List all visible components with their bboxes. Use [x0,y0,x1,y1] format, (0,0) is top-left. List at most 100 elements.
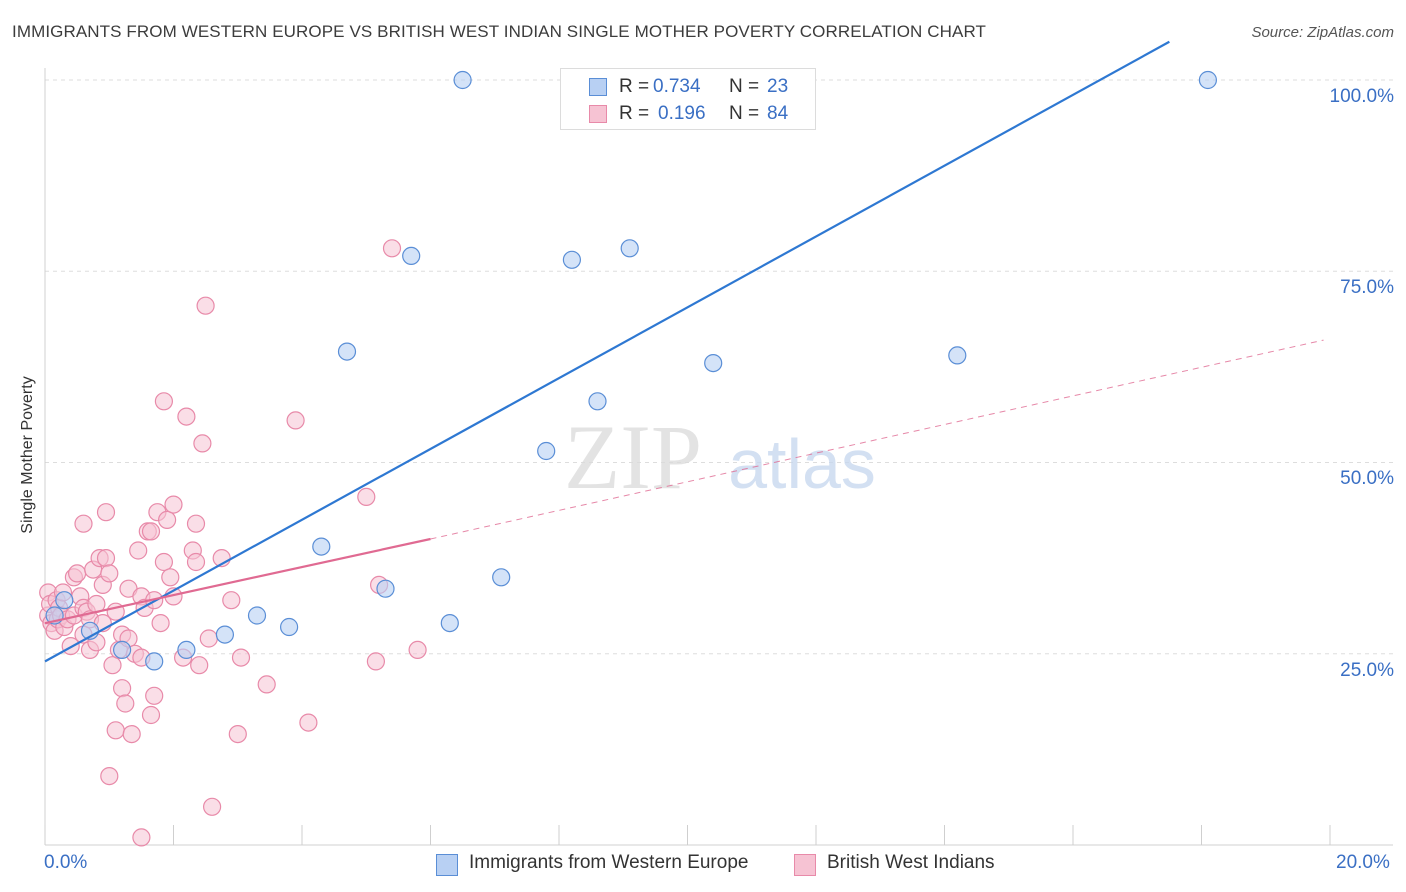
y-tick-label-25: 25.0% [1340,660,1394,681]
stats-legend: R = 0.734 N = 23 R = 0.196 N = 84 [560,68,816,130]
pink-point [158,510,177,530]
pink-point [286,411,305,430]
blue-point [312,537,331,556]
pink-point [382,239,402,258]
blue-point [948,346,967,365]
pink-point [106,721,125,740]
legend-n-label: N = [729,103,760,124]
blue-point [588,392,607,411]
y-tick-label-50: 50.0% [1340,468,1394,489]
blue-point [177,640,196,660]
bottom-legend-pink: British West Indians [794,852,1024,876]
pink-point [186,552,206,572]
pink-point [231,648,251,667]
legend-r-label: R = [619,76,650,97]
bottom-legend-swatch-pink [794,854,816,876]
blue-point [1198,70,1218,90]
pink-point [408,640,427,660]
blue-point [402,246,421,265]
pink-point [112,679,132,698]
pink-point [154,392,173,411]
pink-series [39,239,427,847]
blue-point [215,625,234,644]
watermark-atlas: atlas [728,425,876,503]
pink-point [141,522,161,541]
legend-row-pink: R = 0.196 N = 84 [561,101,817,127]
pink-point [116,694,135,713]
legend-swatch-blue [589,78,607,96]
x-tick-label-max: 20.0% [1336,852,1390,873]
pink-point [96,548,116,568]
trend-lines [44,40,1324,663]
pink-point [100,564,119,583]
bottom-legend-blue: Immigrants from Western Europe [436,852,776,876]
pink-point [193,434,212,453]
blue-series [45,70,1218,671]
chart-title: IMMIGRANTS FROM WESTERN EUROPE VS BRITIS… [12,22,986,41]
pink-point [190,656,209,675]
watermark-zip: ZIP [564,406,702,508]
blue-point [145,652,164,671]
pink-point [74,514,93,533]
pink-point [145,686,164,705]
blue-point [112,640,132,660]
source-credit: Source: ZipAtlas.com [1251,24,1394,41]
pink-point [141,705,161,725]
blue-trend-line [44,40,1170,663]
legend-swatch-pink [589,105,607,123]
pink-point [132,828,151,847]
pink-point [161,568,180,587]
pink-point [186,514,206,533]
blue-point [453,70,472,90]
pink-point [228,724,247,744]
pink-point [203,797,222,816]
axis-layer [44,68,1393,846]
pink-point [151,613,170,633]
pink-point [100,766,119,786]
pink-point [67,564,87,583]
pink-point [154,552,173,572]
watermark: ZIP atlas [564,406,876,508]
pink-point [122,724,141,744]
blue-point [376,579,395,598]
blue-point [492,568,511,587]
blue-point [620,239,639,258]
legend-r-value: 0.196 [658,103,706,124]
y-tick-label-100: 100.0% [1329,86,1394,107]
blue-point [55,591,74,610]
blue-point [704,354,723,373]
legend-n-label: N = [729,76,760,97]
blue-point [247,606,267,625]
pink-point [299,713,318,732]
pink-point [366,652,385,671]
y-tick-label-75: 75.0% [1340,277,1394,298]
pink-point [222,591,241,610]
legend-r-value: 0.734 [653,76,701,97]
blue-point [562,250,582,269]
bottom-legend-swatch-blue [436,854,458,876]
blue-point [537,441,556,461]
y-axis-label: Single Mother Poverty [19,376,36,534]
x-tick-label-min: 0.0% [44,852,88,873]
legend-r-label: R = [619,103,650,124]
bottom-legend-label-pink: British West Indians [827,852,995,873]
blue-point [440,613,459,633]
pink-point [257,675,276,694]
legend-n-value: 84 [767,103,789,124]
pink-point [199,629,218,648]
blue-point [280,617,299,637]
legend-row-blue: R = 0.734 N = 23 [561,74,817,100]
pink-point [96,503,116,522]
legend-n-value: 23 [767,76,789,97]
pink-point [129,541,148,560]
pink-point [196,296,215,315]
pink-point [103,656,122,675]
pink-point [357,487,376,506]
blue-point [337,342,357,361]
pink-trend-line [44,537,431,625]
pink-point [177,407,196,426]
pink-point [164,495,183,514]
grid-layer [45,79,1393,655]
bottom-legend-label-blue: Immigrants from Western Europe [469,852,749,873]
